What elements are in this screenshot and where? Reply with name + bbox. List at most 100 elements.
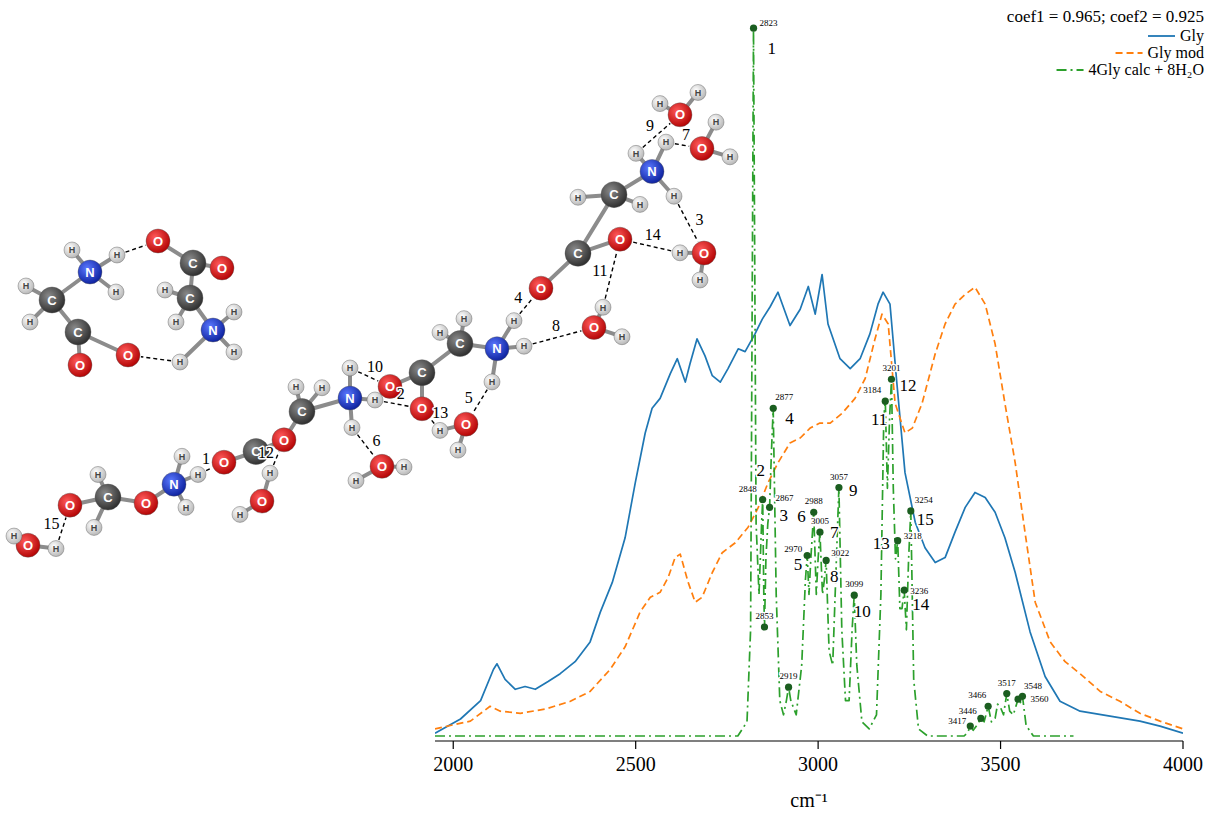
atom [168,314,184,330]
atom-label: H [11,531,18,541]
atom-label: H [489,377,496,387]
atom [172,354,188,370]
atom [529,276,553,300]
atom-label: O [257,494,267,509]
atom [65,319,91,345]
legend-swatch [1057,69,1084,71]
peak-marker [770,405,777,412]
atom-label: H [633,149,640,159]
atom-label: H [293,382,300,392]
x-tick [1182,741,1183,749]
atom [722,149,738,165]
atom [116,343,140,367]
peak-frequency: 3466 [968,690,987,700]
atom [432,324,448,340]
x-tick-label: 3000 [798,753,838,775]
hydrogen-bond [59,518,66,540]
atom-label: O [461,417,471,432]
x-tick [818,741,819,749]
atom-label: H [437,328,444,338]
peak-mode-number: 11 [871,410,887,429]
hydrogen-bond [675,144,689,147]
legend-swatch [1148,35,1175,37]
peak-mode-number: 12 [899,376,916,395]
peak-marker [1019,693,1026,700]
atom [210,256,234,280]
atom [58,493,82,517]
hbond-label: 13 [432,404,448,421]
atom-label: H [697,275,704,285]
atom [39,287,65,313]
atom-label: H [95,470,102,480]
hbond-label: 14 [645,226,661,243]
atom-label: H [231,347,238,357]
atom [212,450,236,474]
atom [668,103,692,127]
x-axis-title: cm⁻¹ [790,789,827,811]
atom [692,241,716,265]
plot-area [435,25,1183,736]
atom-label: C [103,490,113,505]
hbond-labels: 151122106135481114379 [44,117,704,532]
atom-label: H [69,245,76,255]
atom-label: H [53,544,60,554]
atom-label: O [377,459,387,474]
atom-label: H [401,462,408,472]
atom-label: O [536,281,546,296]
atom [454,412,478,436]
atom [570,189,586,205]
atom [432,422,448,438]
atom [396,459,412,475]
atom [690,137,714,161]
legend-label: Gly [1180,27,1204,45]
hydrogen-bonds [59,123,698,540]
atom-label: H [195,470,202,480]
atom-label: H [637,200,644,210]
atom [262,465,278,481]
atom [708,114,724,130]
atom-label: H [114,250,121,260]
atom-label: O [219,455,229,470]
atom-label: H [349,423,356,433]
atom-label: C [47,293,57,308]
atom [314,380,330,396]
legend-swatch [1116,52,1143,54]
atom [109,247,125,263]
atom [690,84,706,100]
atom [409,360,435,386]
atom-label: H [162,285,169,295]
atom-label: C [573,246,583,261]
peak-marker [759,496,766,503]
atom [250,489,274,513]
atom [367,392,383,408]
peak-frequency: 3184 [863,385,882,395]
atom-label: C [297,404,307,419]
atom-label: H [23,281,30,291]
hbond-label: 4 [514,289,522,306]
peak-mode-number: 3 [780,506,789,525]
peak-marker [967,722,974,729]
atom [201,318,225,342]
peak-mode-number: 5 [794,555,803,574]
peak-mode-number: 1 [768,39,777,58]
peak-marker [761,623,768,630]
atom [90,466,106,482]
peak-frequency: 2853 [755,611,774,621]
atom-label: H [177,357,184,367]
legend-label: 4Gly calc + 8H₂O [1089,61,1204,79]
atom-label: C [73,325,83,340]
peak-marker [907,507,914,514]
atom [18,278,34,294]
atom [289,399,315,425]
atom-label: H [663,137,670,147]
atom-label: O [417,401,427,416]
atom-label: O [23,538,33,553]
peak-frequency: 2848 [739,484,758,494]
atom [162,472,186,496]
atom-label: C [185,291,195,306]
hydrogen-bond [384,402,409,407]
atom-label: C [609,187,619,202]
peak-mode-number: 14 [912,595,930,614]
x-tick-label: 2000 [433,753,473,775]
hbond-label: 11 [592,262,607,279]
